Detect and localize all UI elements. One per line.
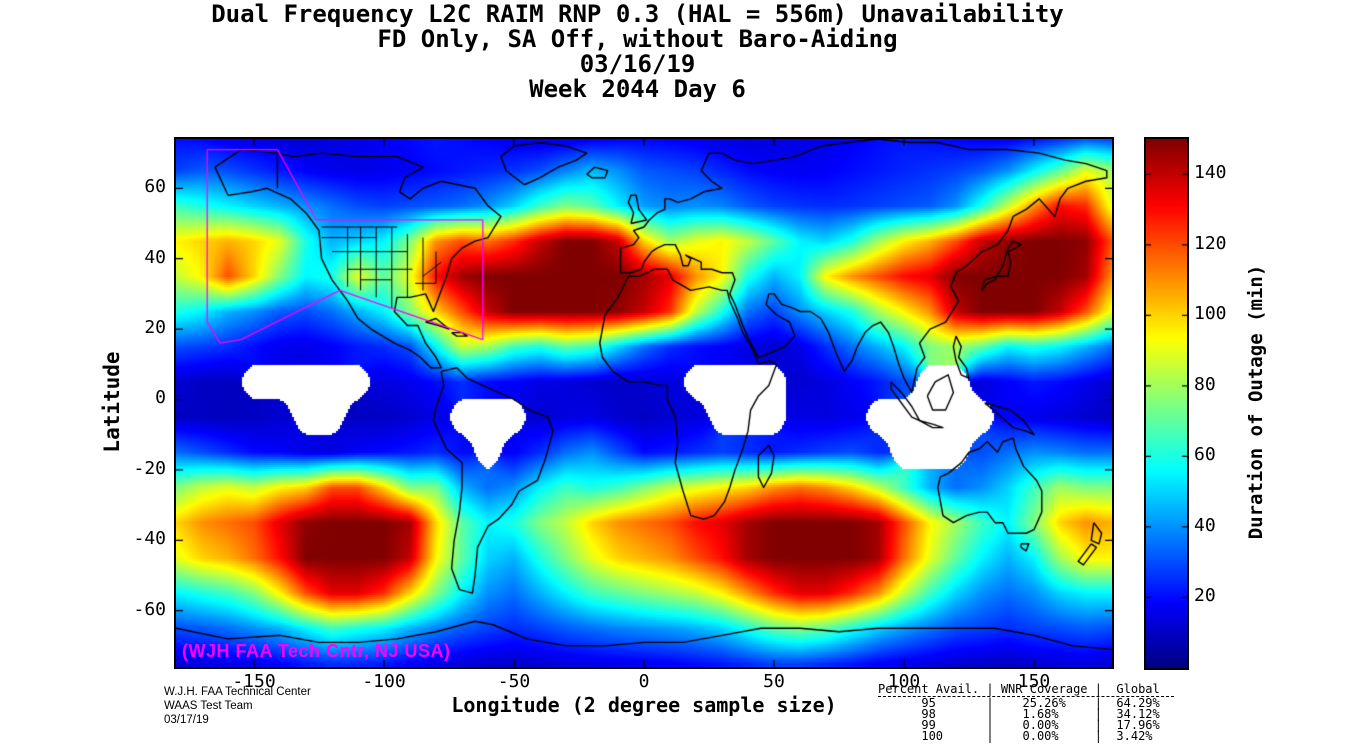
chart-title-block: Dual Frequency L2C RAIM RNP 0.3 (HAL = 5… bbox=[170, 2, 1105, 102]
y-tick-label: -60 bbox=[133, 598, 166, 620]
y-tick-label: -20 bbox=[133, 457, 166, 479]
x-tick-label: 150 bbox=[1017, 671, 1051, 692]
footer-line-3: 03/17/19 bbox=[164, 714, 209, 726]
colorbar-tick-label: 80 bbox=[1194, 373, 1216, 395]
footer-credits: W.J.H. FAA Technical Center WAAS Test Te… bbox=[164, 685, 311, 727]
colorbar-tick-label: 100 bbox=[1194, 303, 1227, 325]
y-tick-label: 0 bbox=[155, 387, 166, 409]
stats-table-row: 99 | 0.00% | 17.96% bbox=[878, 718, 1175, 732]
stats-table-row: 95 | 25.26% | 64.29% bbox=[878, 696, 1175, 710]
footer-line-2: WAAS Test Team bbox=[164, 700, 253, 712]
x-tick-label: -100 bbox=[362, 671, 406, 692]
y-tick-label: 20 bbox=[144, 317, 166, 339]
x-tick-label: 100 bbox=[887, 671, 921, 692]
colorbar-tick-label: 60 bbox=[1194, 444, 1216, 466]
stats-table-row: 98 | 1.68% | 34.12% bbox=[878, 707, 1175, 721]
title-line-3: 03/16/19 bbox=[579, 50, 696, 78]
stats-table: Percent Avail. | WNR Coverage | Global 9… bbox=[878, 682, 1175, 743]
colorbar-canvas bbox=[1146, 139, 1187, 668]
y-tick-label: -40 bbox=[133, 528, 166, 550]
title-line-2: FD Only, SA Off, without Baro-Aiding bbox=[377, 25, 898, 53]
stats-table-rows: 95 | 25.26% | 64.29% 98 | 1.68% | 34.12%… bbox=[878, 696, 1175, 743]
y-tick-label: 60 bbox=[144, 176, 166, 198]
x-tick-label: 50 bbox=[763, 671, 785, 692]
stats-table-header: Percent Avail. | WNR Coverage | Global bbox=[878, 682, 1175, 697]
colorbar-tick-label: 20 bbox=[1194, 585, 1216, 607]
x-tick-label: -50 bbox=[497, 671, 531, 692]
colorbar-tick-label: 140 bbox=[1194, 162, 1227, 184]
colorbar-tick-label: 40 bbox=[1194, 514, 1216, 536]
stats-table-row: 100 | 0.00% | 3.42% bbox=[878, 729, 1175, 743]
colorbar bbox=[1144, 137, 1189, 670]
footer-line-1: W.J.H. FAA Technical Center bbox=[164, 686, 311, 698]
x-axis-label: Longitude (2 degree sample size) bbox=[451, 693, 837, 717]
colorbar-tick-label: 120 bbox=[1194, 232, 1227, 254]
y-tick-label: 40 bbox=[144, 246, 166, 268]
map-credit-text: (WJH FAA Tech Cntr, NJ USA) bbox=[182, 641, 451, 661]
map-plot-area: (WJH FAA Tech Cntr, NJ USA) bbox=[174, 137, 1114, 669]
x-tick-label: -150 bbox=[232, 671, 276, 692]
title-line-4: Week 2044 Day 6 bbox=[529, 75, 746, 103]
x-tick-label: 0 bbox=[638, 671, 650, 692]
title-line-1: Dual Frequency L2C RAIM RNP 0.3 (HAL = 5… bbox=[211, 0, 1064, 28]
world-heatmap-canvas bbox=[176, 139, 1112, 667]
